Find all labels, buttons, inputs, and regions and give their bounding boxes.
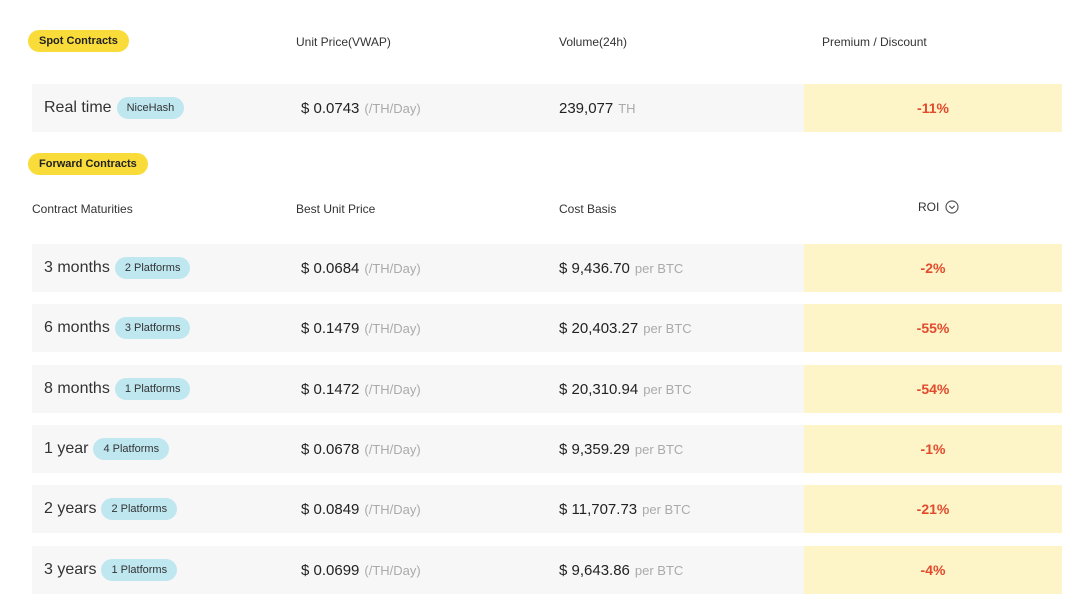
price-value: $ 0.0849: [301, 500, 360, 518]
maturity-label: 2 years: [44, 500, 97, 517]
maturity-label: 3 months: [44, 259, 110, 276]
row-label-group: 2 years 2 Platforms: [44, 485, 178, 533]
price-unit: (/TH/Day): [364, 100, 421, 116]
price-unit: (/TH/Day): [364, 381, 421, 397]
cost-basis-cell: $ 11,707.73 per BTC: [559, 485, 691, 533]
price-value: $ 0.0678: [301, 440, 360, 458]
price-value: $ 0.1479: [301, 319, 360, 337]
roi-cell: -2%: [804, 244, 1062, 292]
unit-price-header: Unit Price(VWAP): [296, 35, 391, 49]
row-label-group: Real time NiceHash: [44, 84, 185, 132]
best-unit-price-cell: $ 0.0678 (/TH/Day): [301, 425, 421, 473]
roi-header-label: ROI: [918, 200, 940, 214]
platforms-badge[interactable]: 1 Platforms: [114, 378, 191, 400]
price-unit: (/TH/Day): [364, 441, 421, 457]
price-unit: (/TH/Day): [364, 562, 421, 578]
cost-value: $ 9,359.29: [559, 440, 630, 458]
maturity-label: 3 years: [44, 561, 97, 578]
platforms-badge[interactable]: 1 Platforms: [101, 559, 178, 581]
row-label-group: 3 years 1 Platforms: [44, 546, 178, 594]
best-unit-price-cell: $ 0.1479 (/TH/Day): [301, 304, 421, 352]
platforms-badge[interactable]: 3 Platforms: [114, 317, 191, 339]
forward-row[interactable]: 3 months 2 Platforms $ 0.0684 (/TH/Day) $ 9,…: [32, 244, 1062, 292]
cost-unit: per BTC: [634, 562, 684, 578]
row-label-group: 1 year 4 Platforms: [44, 425, 170, 473]
best-unit-price-cell: $ 0.1472 (/TH/Day): [301, 365, 421, 413]
best-unit-price-cell: $ 0.0684 (/TH/Day): [301, 244, 421, 292]
spot-contracts-tag: Spot Contracts: [28, 30, 129, 52]
best-unit-price-cell: $ 0.0699 (/TH/Day): [301, 546, 421, 594]
row-label-group: 8 months 1 Platforms: [44, 365, 191, 413]
platforms-badge[interactable]: 2 Platforms: [101, 498, 178, 520]
cost-value: $ 9,436.70: [559, 259, 630, 277]
cost-value: $ 11,707.73: [559, 500, 638, 518]
roi-cell: -4%: [804, 546, 1062, 594]
best-unit-price-cell: $ 0.0849 (/TH/Day): [301, 485, 421, 533]
cost-basis-cell: $ 9,359.29 per BTC: [559, 425, 683, 473]
price-unit: (/TH/Day): [364, 260, 421, 276]
cost-value: $ 9,643.86: [559, 561, 630, 579]
cost-unit: per BTC: [634, 441, 684, 457]
forward-row[interactable]: 3 years 1 Platforms $ 0.0699 (/TH/Day) $ 9,6…: [32, 546, 1062, 594]
cost-basis-cell: $ 9,436.70 per BTC: [559, 244, 683, 292]
cost-unit: per BTC: [642, 501, 691, 517]
cost-unit: per BTC: [643, 381, 692, 397]
volume-unit: TH: [618, 100, 636, 116]
cost-unit: per BTC: [634, 260, 684, 276]
unit-price-cell: $ 0.0743 (/TH/Day): [301, 84, 421, 132]
cost-basis-header: Cost Basis: [559, 202, 617, 216]
cost-value: $ 20,310.94: [559, 380, 639, 398]
forward-row[interactable]: 8 months 1 Platforms $ 0.1472 (/TH/Day) $ 20…: [32, 365, 1062, 413]
cost-value: $ 20,403.27: [559, 319, 639, 337]
price-value: $ 0.1472: [301, 380, 360, 398]
maturity-label: 6 months: [44, 319, 110, 336]
row-label: Real time: [44, 99, 112, 116]
spot-row-real-time[interactable]: Real time NiceHash $ 0.0743 (/TH/Day) 23…: [32, 84, 1062, 132]
platforms-badge[interactable]: 2 Platforms: [114, 257, 191, 279]
maturity-label: 8 months: [44, 380, 110, 397]
price-unit: (/TH/Day): [364, 320, 421, 336]
volume-value: 239,077: [559, 99, 614, 117]
roi-cell: -54%: [804, 365, 1062, 413]
roi-cell: -1%: [804, 425, 1062, 473]
premium-cell: -11%: [804, 84, 1062, 132]
roi-header[interactable]: ROI: [918, 200, 959, 214]
forward-row[interactable]: 1 year 4 Platforms $ 0.0678 (/TH/Day) $ 9,35…: [32, 425, 1062, 473]
nicehash-badge[interactable]: NiceHash: [116, 97, 185, 119]
cost-basis-cell: $ 9,643.86 per BTC: [559, 546, 683, 594]
roi-cell: -55%: [804, 304, 1062, 352]
maturity-label: 1 year: [44, 440, 89, 457]
cost-basis-cell: $ 20,403.27 per BTC: [559, 304, 692, 352]
premium-discount-header: Premium / Discount: [822, 35, 927, 49]
forward-row[interactable]: 6 months 3 Platforms $ 0.1479 (/TH/Day) $ 20…: [32, 304, 1062, 352]
platforms-badge[interactable]: 4 Platforms: [93, 438, 170, 460]
roi-cell: -21%: [804, 485, 1062, 533]
price-value: $ 0.0699: [301, 561, 360, 579]
chevron-down-circle-icon[interactable]: [945, 200, 959, 214]
price-unit: (/TH/Day): [364, 501, 421, 517]
volume-cell: 239,077 TH: [559, 84, 636, 132]
row-label-group: 6 months 3 Platforms: [44, 304, 191, 352]
price-value: $ 0.0743: [301, 99, 360, 117]
price-value: $ 0.0684: [301, 259, 360, 277]
forward-row[interactable]: 2 years 2 Platforms $ 0.0849 (/TH/Day) $ 11,…: [32, 485, 1062, 533]
cost-unit: per BTC: [643, 320, 692, 336]
row-label-group: 3 months 2 Platforms: [44, 244, 191, 292]
contract-maturities-header: Contract Maturities: [32, 202, 133, 216]
forward-contracts-tag: Forward Contracts: [28, 153, 148, 175]
cost-basis-cell: $ 20,310.94 per BTC: [559, 365, 692, 413]
best-unit-price-header: Best Unit Price: [296, 202, 376, 216]
volume-header: Volume(24h): [559, 35, 628, 49]
